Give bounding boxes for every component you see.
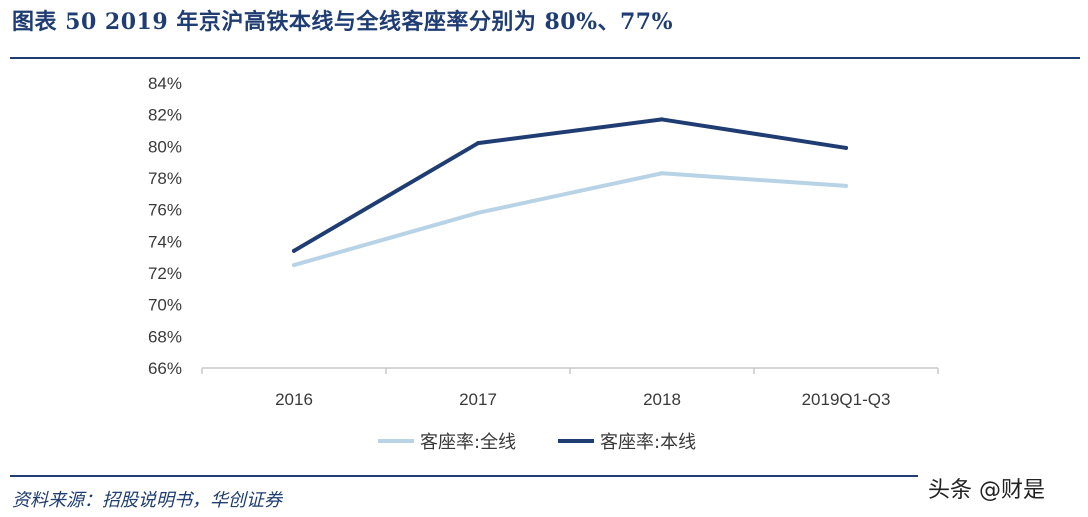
y-tick-label: 82%	[148, 106, 182, 125]
x-tick-label: 2016	[275, 390, 313, 409]
data-point	[292, 263, 296, 268]
watermark: 头条 @财是	[928, 478, 1045, 503]
y-axis: 66% 68% 70% 72% 74% 76% 78% 80% 82% 84%	[148, 74, 182, 378]
legend-label: 客座率:本线	[600, 432, 696, 453]
chart-title: 图表 50 2019 年京沪高铁本线与全线客座率分别为 80%、77%	[12, 9, 674, 35]
source-note: 资料来源：招股说明书，华创证券	[12, 490, 282, 511]
data-point	[292, 248, 296, 253]
y-tick-label: 76%	[148, 201, 182, 220]
title-divider	[10, 57, 1080, 59]
data-point	[660, 171, 664, 176]
data-point	[844, 183, 848, 188]
y-tick-label: 78%	[148, 169, 182, 188]
data-point	[660, 117, 664, 122]
legend: 客座率:全线 客座率:本线	[378, 432, 696, 453]
y-tick-label: 74%	[148, 232, 182, 251]
series-line-1	[292, 171, 848, 268]
data-point	[476, 141, 480, 146]
y-tick-label: 72%	[148, 264, 182, 283]
x-axis: 2016 2017 2018 2019Q1-Q3	[201, 368, 939, 409]
y-tick-label: 66%	[148, 359, 182, 378]
plot-area	[292, 117, 848, 268]
x-tick-label: 2018	[643, 390, 681, 409]
y-tick-label: 68%	[148, 327, 182, 346]
line-chart: 66%68%70%72%74%76%78%80%82%84% 2016 2017 2…	[148, 74, 939, 453]
x-tick-label: 2017	[459, 390, 497, 409]
x-tick-label: 2019Q1-Q3	[802, 390, 891, 409]
legend-label: 客座率:全线	[420, 432, 516, 453]
data-point	[476, 210, 480, 215]
series-line-2	[292, 117, 848, 253]
y-tick-label: 70%	[148, 296, 182, 315]
footer-divider	[10, 475, 918, 477]
y-tick-label: 84%	[148, 74, 182, 93]
data-point	[844, 145, 848, 150]
y-tick-label: 80%	[148, 137, 182, 156]
